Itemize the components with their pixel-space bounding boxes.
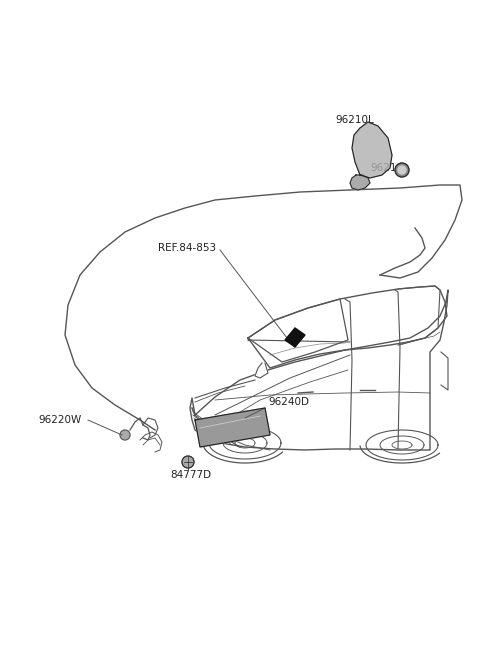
Circle shape [398, 166, 406, 174]
Circle shape [182, 456, 194, 468]
Circle shape [395, 163, 409, 177]
Text: 96220W: 96220W [38, 415, 81, 425]
Polygon shape [255, 363, 268, 378]
Polygon shape [195, 408, 270, 447]
Polygon shape [285, 328, 305, 347]
Text: 84777D: 84777D [170, 470, 211, 480]
Circle shape [120, 430, 130, 440]
Text: REF.84-853: REF.84-853 [158, 243, 216, 253]
Text: 96240D: 96240D [268, 397, 309, 407]
Polygon shape [352, 122, 392, 178]
Polygon shape [350, 175, 370, 190]
Text: 96216: 96216 [370, 163, 403, 173]
Text: 96210L: 96210L [335, 115, 374, 125]
